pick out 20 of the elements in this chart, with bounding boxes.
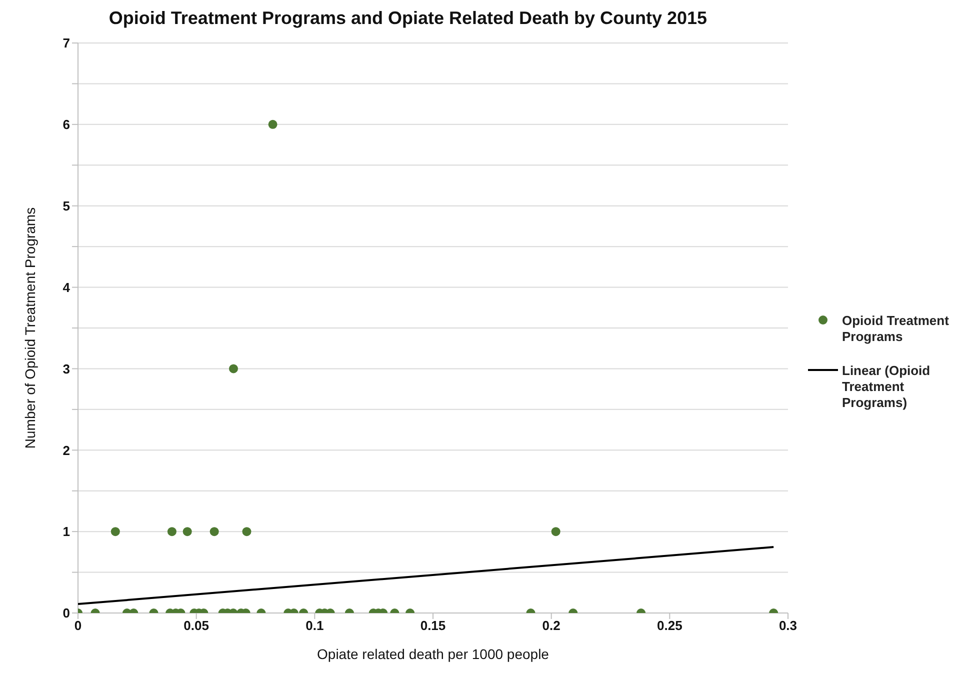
- x-tick-label: 0: [74, 618, 82, 634]
- y-tick-label: 5: [62, 198, 70, 214]
- y-tick-label: 3: [62, 361, 70, 376]
- legend-label: Opioid Treatment Programs: [842, 313, 950, 345]
- y-tick-label: 4: [62, 280, 71, 295]
- y-tick-label: 6: [62, 117, 70, 132]
- x-tick-label: 0.3: [778, 618, 798, 634]
- x-axis-title: Opiate related death per 1000 people: [317, 646, 550, 662]
- y-tick-label: 1: [62, 524, 70, 540]
- y-tick-label: 2: [62, 442, 70, 458]
- x-tick-label: 0.1: [306, 618, 324, 634]
- x-tick-label: 0.15: [420, 618, 446, 634]
- x-tick-label: 0.2: [542, 618, 560, 634]
- chart-title: Opioid Treatment Programs and Opiate Related Death by County 2015: [108, 8, 708, 29]
- y-tick-label: 7: [62, 36, 70, 51]
- y-tick-label: 0: [62, 606, 70, 621]
- legend-label: Linear (Opioid Treatment Programs): [842, 363, 932, 411]
- y-axis-title: Number of Opioid Treatment Programs: [22, 207, 38, 449]
- x-tick-label: 0.05: [184, 618, 209, 634]
- x-tick-label: 0.25: [657, 618, 682, 634]
